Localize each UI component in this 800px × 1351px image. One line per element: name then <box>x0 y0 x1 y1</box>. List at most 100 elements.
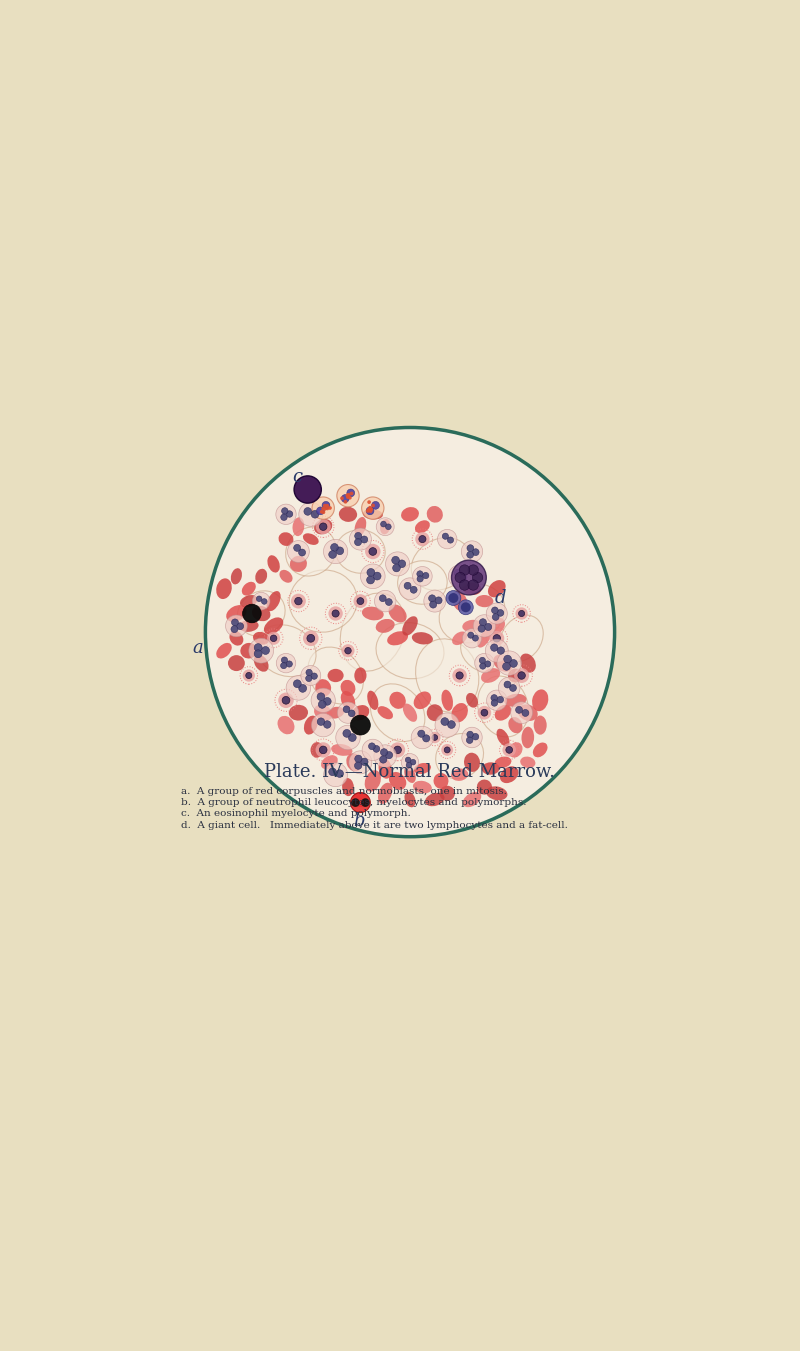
Circle shape <box>522 709 529 716</box>
Circle shape <box>303 631 318 646</box>
Ellipse shape <box>478 676 529 736</box>
Ellipse shape <box>380 519 390 535</box>
Circle shape <box>348 496 352 500</box>
Ellipse shape <box>415 520 430 534</box>
Circle shape <box>262 598 267 604</box>
Circle shape <box>340 496 344 500</box>
Circle shape <box>282 508 288 515</box>
Circle shape <box>343 730 350 738</box>
Circle shape <box>374 744 397 767</box>
Ellipse shape <box>508 717 522 734</box>
Circle shape <box>493 635 501 642</box>
Circle shape <box>472 635 478 642</box>
Circle shape <box>406 762 412 767</box>
Circle shape <box>497 609 504 616</box>
Circle shape <box>323 720 331 728</box>
Circle shape <box>226 615 247 636</box>
Circle shape <box>518 671 526 680</box>
Circle shape <box>417 576 423 582</box>
Circle shape <box>294 597 302 605</box>
Circle shape <box>276 504 296 524</box>
Circle shape <box>419 535 426 543</box>
Circle shape <box>369 743 375 750</box>
Circle shape <box>393 565 400 571</box>
Circle shape <box>332 609 339 617</box>
Circle shape <box>328 507 332 509</box>
Circle shape <box>462 540 482 562</box>
Circle shape <box>373 746 380 753</box>
Circle shape <box>347 489 354 497</box>
Circle shape <box>454 569 462 577</box>
Circle shape <box>474 654 494 673</box>
Ellipse shape <box>451 703 468 723</box>
Ellipse shape <box>376 623 444 678</box>
Circle shape <box>486 639 508 662</box>
Text: b: b <box>354 812 365 831</box>
Ellipse shape <box>303 534 318 544</box>
Circle shape <box>474 615 495 638</box>
Ellipse shape <box>354 517 366 536</box>
Circle shape <box>467 544 474 551</box>
Ellipse shape <box>216 578 232 598</box>
Circle shape <box>366 576 374 584</box>
Ellipse shape <box>327 669 344 682</box>
Ellipse shape <box>242 582 256 596</box>
Circle shape <box>336 725 360 750</box>
Ellipse shape <box>452 631 467 644</box>
Circle shape <box>491 607 498 613</box>
Circle shape <box>415 532 430 546</box>
Ellipse shape <box>238 590 285 636</box>
Circle shape <box>422 573 429 578</box>
Circle shape <box>323 697 331 705</box>
Circle shape <box>510 685 517 692</box>
Circle shape <box>462 628 482 648</box>
Circle shape <box>441 717 449 725</box>
Circle shape <box>256 596 262 601</box>
Circle shape <box>304 508 311 515</box>
Circle shape <box>438 530 457 549</box>
Circle shape <box>348 734 356 742</box>
Ellipse shape <box>464 753 480 771</box>
Ellipse shape <box>289 705 308 720</box>
Ellipse shape <box>520 757 535 767</box>
Ellipse shape <box>341 680 355 696</box>
Ellipse shape <box>365 770 381 792</box>
Ellipse shape <box>404 766 416 784</box>
Circle shape <box>492 613 499 620</box>
Text: d.  A giant cell.   Immediately above it are two lymphocytes and a fat-cell.: d. A giant cell. Immediately above it ar… <box>181 820 567 830</box>
Ellipse shape <box>477 780 492 794</box>
Circle shape <box>361 758 368 766</box>
Circle shape <box>490 644 498 651</box>
Ellipse shape <box>481 669 500 682</box>
Ellipse shape <box>354 667 366 684</box>
Circle shape <box>386 751 393 759</box>
Circle shape <box>361 563 385 589</box>
Circle shape <box>429 594 436 601</box>
Ellipse shape <box>461 630 508 673</box>
Circle shape <box>350 715 370 735</box>
Circle shape <box>497 647 505 654</box>
Circle shape <box>367 569 375 577</box>
Ellipse shape <box>216 643 232 658</box>
Ellipse shape <box>304 716 318 735</box>
Circle shape <box>478 626 485 632</box>
Ellipse shape <box>466 693 478 708</box>
Circle shape <box>486 690 507 711</box>
Circle shape <box>326 504 329 508</box>
Circle shape <box>510 659 518 667</box>
Circle shape <box>294 476 322 503</box>
Circle shape <box>468 580 478 590</box>
Circle shape <box>249 638 274 663</box>
Circle shape <box>354 594 367 608</box>
Circle shape <box>479 619 486 626</box>
Circle shape <box>451 561 486 594</box>
Ellipse shape <box>488 580 506 597</box>
Circle shape <box>467 731 474 738</box>
Circle shape <box>442 534 449 539</box>
Ellipse shape <box>489 617 505 634</box>
Circle shape <box>319 746 327 754</box>
Circle shape <box>242 669 255 682</box>
Ellipse shape <box>403 704 417 721</box>
Circle shape <box>298 685 306 692</box>
Circle shape <box>323 539 348 563</box>
